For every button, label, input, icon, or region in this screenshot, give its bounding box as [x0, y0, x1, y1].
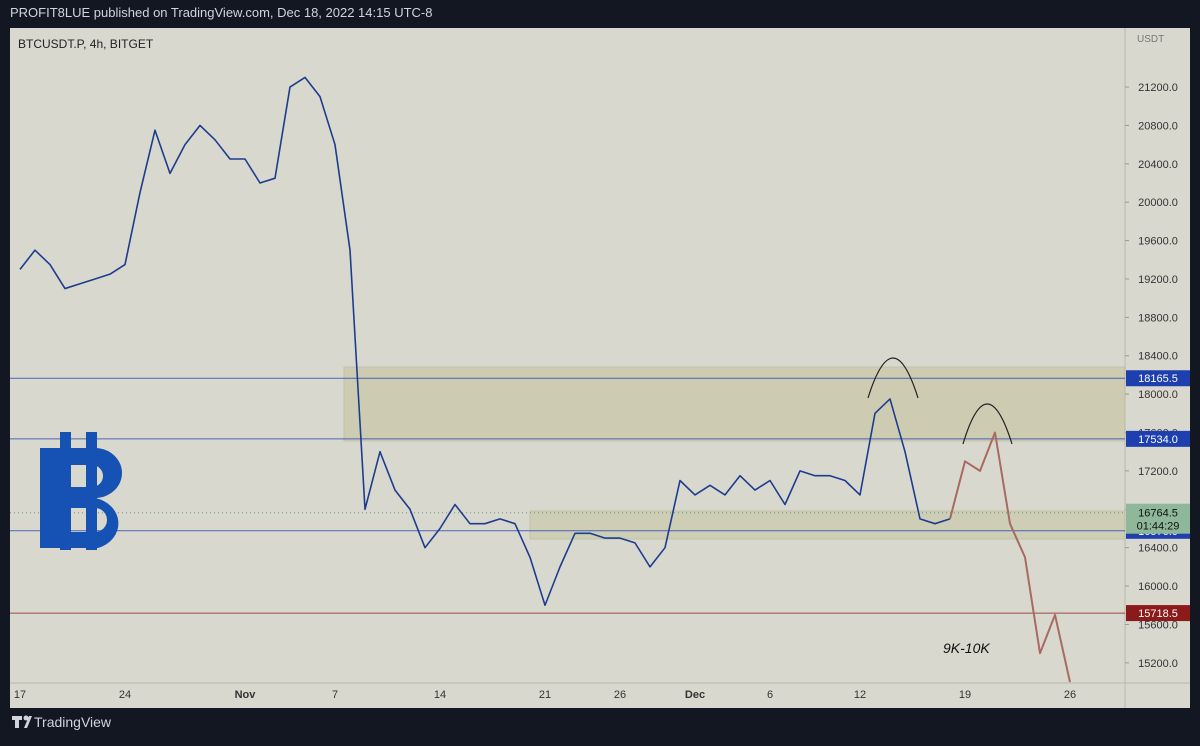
- bitcoin-logo: [40, 432, 122, 550]
- y-tick-label: 15600.0: [1138, 619, 1178, 631]
- support-zone: [529, 510, 1126, 540]
- footer-logo: [12, 715, 32, 728]
- x-tick-label: 19: [959, 689, 971, 701]
- level-tag: [1126, 370, 1190, 387]
- symbol-title: BTCUSDT.P, 4h, BITGET: [18, 37, 154, 51]
- y-tick-label: 19200.0: [1138, 274, 1178, 286]
- x-tick-label: 7: [332, 689, 338, 701]
- x-tick-label: 26: [614, 689, 626, 701]
- price-line: [19, 76, 951, 607]
- x-tick-label: 6: [767, 689, 773, 701]
- y-tick-label: 19600.0: [1138, 236, 1178, 248]
- x-tick-label: 12: [854, 689, 866, 701]
- x-tick-label: 17: [14, 689, 26, 701]
- level-tag: [1126, 605, 1190, 622]
- y-axis-label: USDT: [1137, 34, 1164, 45]
- y-tick-label: 18400.0: [1138, 351, 1178, 363]
- projected-head-arc: [962, 403, 1013, 445]
- y-tick-label: 20400.0: [1138, 159, 1178, 171]
- y-tick-label: 16000.0: [1138, 581, 1178, 593]
- head-arc: [867, 357, 919, 399]
- price-line: [949, 431, 1071, 683]
- level-tag: [1126, 430, 1190, 447]
- x-tick-label: Dec: [685, 689, 705, 701]
- level-label: 17534.0: [1138, 434, 1178, 446]
- x-tick-label: 14: [434, 689, 446, 701]
- annotation: 9K-10K: [943, 640, 990, 656]
- x-tick-label: 26: [1064, 689, 1076, 701]
- y-tick-label: 16400.0: [1138, 543, 1178, 555]
- last-price-tag: [1126, 503, 1190, 534]
- x-tick-label: Nov: [235, 689, 257, 701]
- level-label: 18165.5: [1138, 373, 1178, 385]
- x-tick-label: 21: [539, 689, 551, 701]
- y-tick-label: 20000.0: [1138, 197, 1178, 209]
- y-tick-label: 21200.0: [1138, 82, 1178, 94]
- level-label: 15718.5: [1138, 608, 1178, 620]
- x-tick-label: 24: [119, 689, 131, 701]
- last-price-label: 16764.5: [1138, 508, 1178, 520]
- y-tick-label: 18800.0: [1138, 312, 1178, 324]
- y-tick-label: 15200.0: [1138, 658, 1178, 670]
- countdown: 01:44:29: [1137, 521, 1180, 533]
- y-tick-label: 20800.0: [1138, 120, 1178, 132]
- brand: TradingView: [34, 714, 112, 730]
- supply-zone: [343, 366, 1126, 442]
- publisher: PROFIT8LUE published on TradingView.com,…: [10, 5, 432, 20]
- y-tick-label: 18000.0: [1138, 389, 1178, 401]
- y-tick-label: 17200.0: [1138, 466, 1178, 478]
